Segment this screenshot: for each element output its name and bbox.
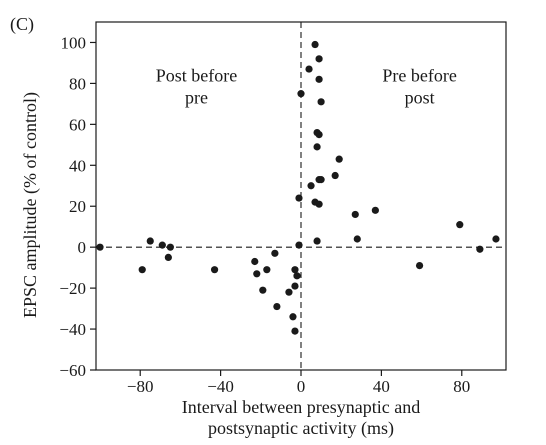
- data-point: [335, 155, 343, 163]
- x-tick-label: −40: [207, 377, 234, 396]
- data-point: [297, 90, 305, 98]
- data-point: [476, 245, 484, 253]
- data-point: [271, 249, 279, 257]
- data-point: [313, 143, 321, 151]
- data-point: [210, 266, 219, 274]
- annotation-background: [364, 59, 475, 106]
- data-point: [291, 266, 299, 274]
- data-point: [456, 221, 464, 229]
- x-tick-label: 80: [453, 377, 470, 396]
- data-point: [415, 262, 424, 270]
- data-point: [295, 241, 303, 249]
- panel-label: (C): [10, 14, 34, 35]
- x-axis-title-line-1: Interval between presynaptic and: [182, 397, 420, 417]
- data-point: [164, 253, 172, 262]
- y-tick-label: 40: [69, 156, 86, 175]
- data-point: [251, 257, 259, 266]
- data-point: [331, 171, 339, 180]
- data-point: [263, 266, 271, 274]
- data-point: [138, 266, 146, 274]
- data-point: [146, 237, 154, 245]
- annotation-line-2-2: post: [405, 87, 435, 107]
- x-tick-label: −80: [127, 377, 154, 396]
- data-point: [307, 182, 315, 190]
- y-axis-ticks: 100 80 60 40 20 0 −20 −40 −60: [59, 33, 96, 380]
- data-point: [315, 55, 323, 63]
- data-point: [166, 243, 174, 251]
- data-point: [317, 98, 325, 106]
- y-axis-title: EPSC amplitude (% of control): [20, 92, 41, 318]
- x-tick-label: 0: [297, 377, 306, 396]
- data-point: [253, 270, 261, 278]
- data-point: [315, 75, 323, 83]
- data-points: [96, 40, 500, 335]
- data-point: [317, 176, 325, 184]
- data-point: [315, 130, 323, 139]
- x-tick-label: 40: [373, 377, 390, 396]
- data-point: [371, 206, 379, 214]
- y-tick-label: −40: [59, 320, 86, 339]
- data-point: [353, 235, 361, 243]
- annotation-line-2-1: Pre before: [382, 65, 456, 85]
- y-tick-label: 100: [61, 33, 87, 52]
- y-tick-label: 20: [69, 197, 86, 216]
- y-tick-label: 0: [78, 238, 87, 257]
- x-axis-title: Interval between presynaptic andpostsyna…: [182, 397, 420, 439]
- data-point: [311, 40, 319, 49]
- y-tick-label: −20: [59, 279, 86, 298]
- data-point: [291, 327, 299, 335]
- annotation-line-1-1: Post before: [156, 65, 237, 85]
- data-point: [291, 282, 299, 290]
- data-point: [305, 65, 313, 73]
- data-point: [313, 237, 321, 245]
- x-axis-ticks: −80 −40 0 40 80: [127, 370, 470, 396]
- data-point: [293, 272, 301, 280]
- data-point: [96, 243, 104, 251]
- annotation-line-1-2: pre: [185, 87, 208, 107]
- data-point: [285, 288, 293, 296]
- x-axis-title-line-2: postsynaptic activity (ms): [208, 418, 394, 439]
- data-point: [295, 194, 303, 202]
- annotation-background: [141, 59, 252, 106]
- data-point: [492, 235, 500, 243]
- y-tick-label: 80: [69, 74, 86, 93]
- data-point: [315, 200, 323, 208]
- data-point: [158, 241, 166, 249]
- data-point: [259, 286, 267, 294]
- data-point: [289, 313, 297, 321]
- data-point: [273, 302, 281, 311]
- data-point: [351, 210, 359, 219]
- y-tick-label: −60: [59, 361, 86, 380]
- y-tick-label: 60: [69, 115, 86, 134]
